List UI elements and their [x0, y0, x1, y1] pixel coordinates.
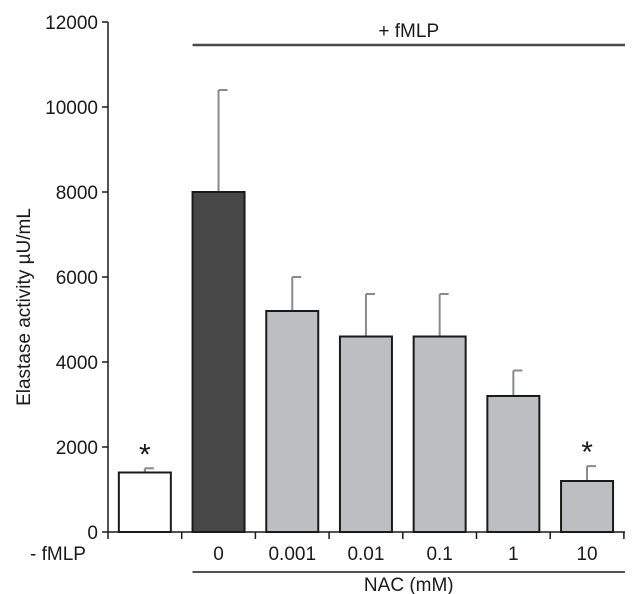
- x-axis: - fMLP 0 0.001 0.01 0.1 1 10: [30, 531, 625, 565]
- x-axis-title: NAC (mM): [364, 575, 454, 594]
- significance-marker: *: [139, 438, 151, 471]
- y-tick-label: 0: [87, 523, 98, 544]
- x-tick-label: 0.1: [426, 544, 452, 565]
- x-tick-label: - fMLP: [30, 544, 86, 565]
- x-tick-label: 1: [508, 544, 519, 565]
- x-tick-label: 0.001: [268, 544, 316, 565]
- bar-4: [412, 335, 467, 533]
- bar-0: [117, 471, 172, 533]
- bar-6: [560, 480, 615, 533]
- bars: * *: [117, 89, 615, 533]
- y-axis: 0 2000 4000 6000 8000 10000 12000: [45, 13, 109, 544]
- bar-2: [265, 310, 320, 533]
- y-tick-label: 4000: [56, 353, 98, 374]
- y-tick-label: 6000: [56, 268, 98, 289]
- fmlp-group-label: + fMLP: [378, 21, 439, 42]
- y-tick-label: 12000: [45, 13, 98, 34]
- y-axis-title: Elastase activity µU/mL: [14, 208, 35, 406]
- bar-3: [338, 335, 393, 533]
- significance-marker: *: [581, 436, 593, 469]
- bar-1: [191, 191, 246, 533]
- y-tick-label: 2000: [56, 438, 98, 459]
- bar-5: [486, 395, 541, 533]
- x-tick-label: 0.01: [347, 544, 384, 565]
- y-tick-label: 8000: [56, 183, 98, 204]
- y-tick-label: 10000: [45, 98, 98, 119]
- x-tick-label: 0: [213, 544, 224, 565]
- x-tick-label: 10: [576, 544, 597, 565]
